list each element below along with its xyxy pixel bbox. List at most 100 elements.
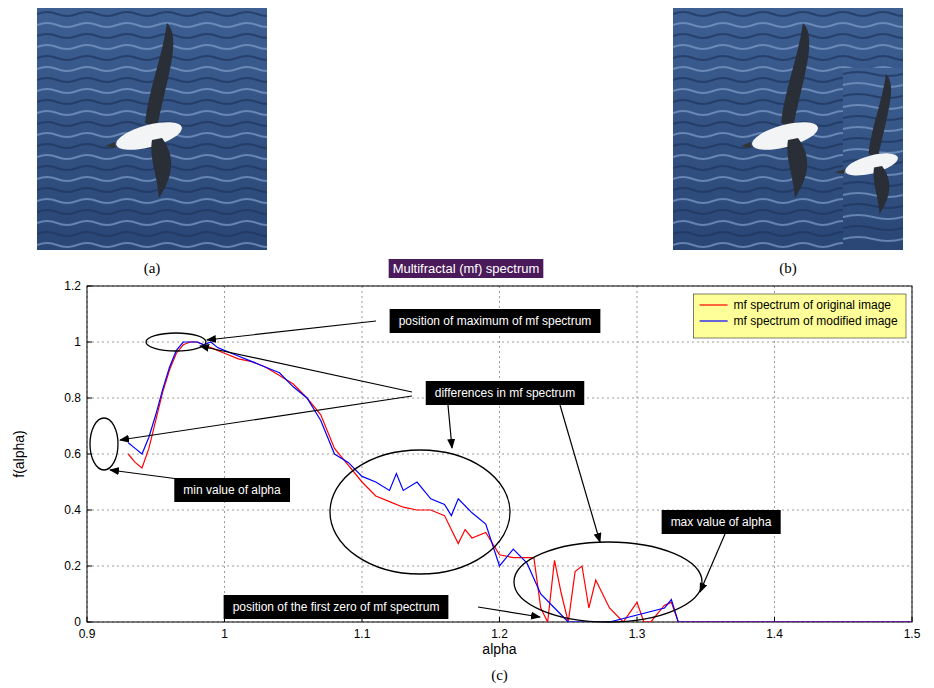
panel-label: (a) — [144, 260, 161, 277]
y-tick-label: 1 — [74, 335, 81, 349]
wave — [673, 56, 903, 60]
annotation-arrow — [560, 405, 600, 542]
bird-body — [113, 117, 184, 156]
x-tick-label: 1 — [221, 627, 228, 641]
annotation-label: position of maximum of mf spectrum — [399, 314, 592, 328]
wave — [673, 23, 903, 27]
annotation-arrow — [120, 396, 412, 440]
annotation-box — [426, 381, 585, 405]
wave — [37, 210, 267, 214]
series-line — [128, 342, 912, 622]
annotation-box — [174, 478, 290, 502]
tick — [499, 617, 500, 622]
wave — [843, 94, 903, 98]
wave — [843, 72, 903, 76]
annotation-box — [224, 595, 449, 619]
annotation-label: max value of alpha — [671, 515, 772, 529]
panel-label: (b) — [779, 260, 797, 277]
highlight-ellipse — [90, 418, 118, 470]
wave — [37, 34, 267, 38]
bird-body — [843, 149, 900, 180]
wave — [37, 232, 267, 236]
y-tick-label: 0.8 — [64, 391, 81, 405]
title-background — [389, 259, 544, 278]
wave — [843, 215, 903, 219]
bird-body — [749, 117, 820, 156]
wave — [843, 193, 903, 197]
wave — [843, 116, 903, 120]
wave — [37, 78, 267, 82]
tick — [774, 617, 775, 622]
wave — [37, 221, 267, 225]
tick — [87, 510, 92, 511]
x-tick-label: 0.9 — [79, 627, 96, 641]
wave — [37, 177, 267, 181]
wave — [37, 45, 267, 49]
tick — [87, 342, 92, 343]
highlight-ellipse — [514, 542, 702, 622]
legend-label: mf spectrum of original image — [734, 298, 892, 312]
y-tick-label: 0.6 — [64, 447, 81, 461]
legend: mf spectrum of original image mf spectrum… — [694, 294, 906, 338]
wave — [843, 105, 903, 109]
annotation-arrow — [478, 607, 540, 617]
bird-wing — [151, 138, 171, 198]
annotation-label: differences in mf spectrum — [435, 386, 576, 400]
wave — [37, 199, 267, 203]
annotation-label: min value of alpha — [183, 483, 281, 497]
y-tick-label: 0 — [74, 615, 81, 629]
legend-label: mf spectrum of modified image — [734, 314, 898, 328]
chart-title: Multifractal (mf) spectrum — [393, 261, 540, 276]
annotation: position of the first zero of mf spectru… — [224, 595, 449, 619]
wave — [37, 12, 267, 16]
bird-beak — [741, 142, 751, 148]
pasted-patch — [843, 68, 903, 250]
y-tick-label: 1.2 — [64, 279, 81, 293]
wave — [673, 34, 903, 38]
bird-wing — [787, 138, 807, 198]
annotation-arrow — [448, 405, 452, 448]
panel-label: (c) — [491, 667, 508, 684]
legend-swatch — [700, 304, 728, 305]
wave — [843, 83, 903, 87]
photo — [37, 8, 267, 250]
annotation-arrow — [200, 346, 412, 392]
bird-beak — [105, 142, 115, 148]
annotation-label: position of the first zero of mf spectru… — [233, 600, 440, 614]
wave — [37, 56, 267, 60]
wave — [673, 12, 903, 16]
x-tick-label: 1.3 — [629, 627, 646, 641]
annotation: min value of alpha — [174, 478, 290, 502]
annotation: max value of alpha — [662, 510, 781, 534]
tick — [87, 566, 92, 567]
x-tick-label: 1.2 — [491, 627, 508, 641]
plot-background — [87, 286, 912, 622]
grid-line — [87, 510, 912, 511]
series-line — [128, 342, 912, 622]
plot-frame — [87, 286, 912, 622]
grid-line — [87, 454, 912, 455]
annotation: differences in mf spectrum — [426, 381, 585, 405]
wave — [37, 243, 267, 247]
x-tick-label: 1.1 — [354, 627, 371, 641]
wave — [843, 237, 903, 241]
y-tick-label: 0.4 — [64, 503, 81, 517]
annotation-box — [390, 309, 601, 333]
bird-wing — [873, 166, 889, 214]
wave — [843, 182, 903, 186]
figure: (a) (b) Multifractal (mf) spectrum 0.9 1 1.1 1… — [0, 0, 934, 688]
wave — [673, 45, 903, 49]
bird-wing — [781, 23, 809, 128]
wave — [37, 166, 267, 170]
highlight-ellipse — [330, 450, 510, 574]
x-axis-title: alpha — [482, 641, 516, 657]
tick — [87, 398, 92, 399]
wave — [37, 67, 267, 71]
legend-box — [694, 294, 906, 338]
highlight-ellipse — [146, 333, 206, 351]
y-axis-title: f(alpha) — [11, 430, 27, 477]
x-tick-label: 1.4 — [766, 627, 783, 641]
wave — [37, 23, 267, 27]
wave — [37, 188, 267, 192]
annotation-box — [662, 510, 781, 534]
